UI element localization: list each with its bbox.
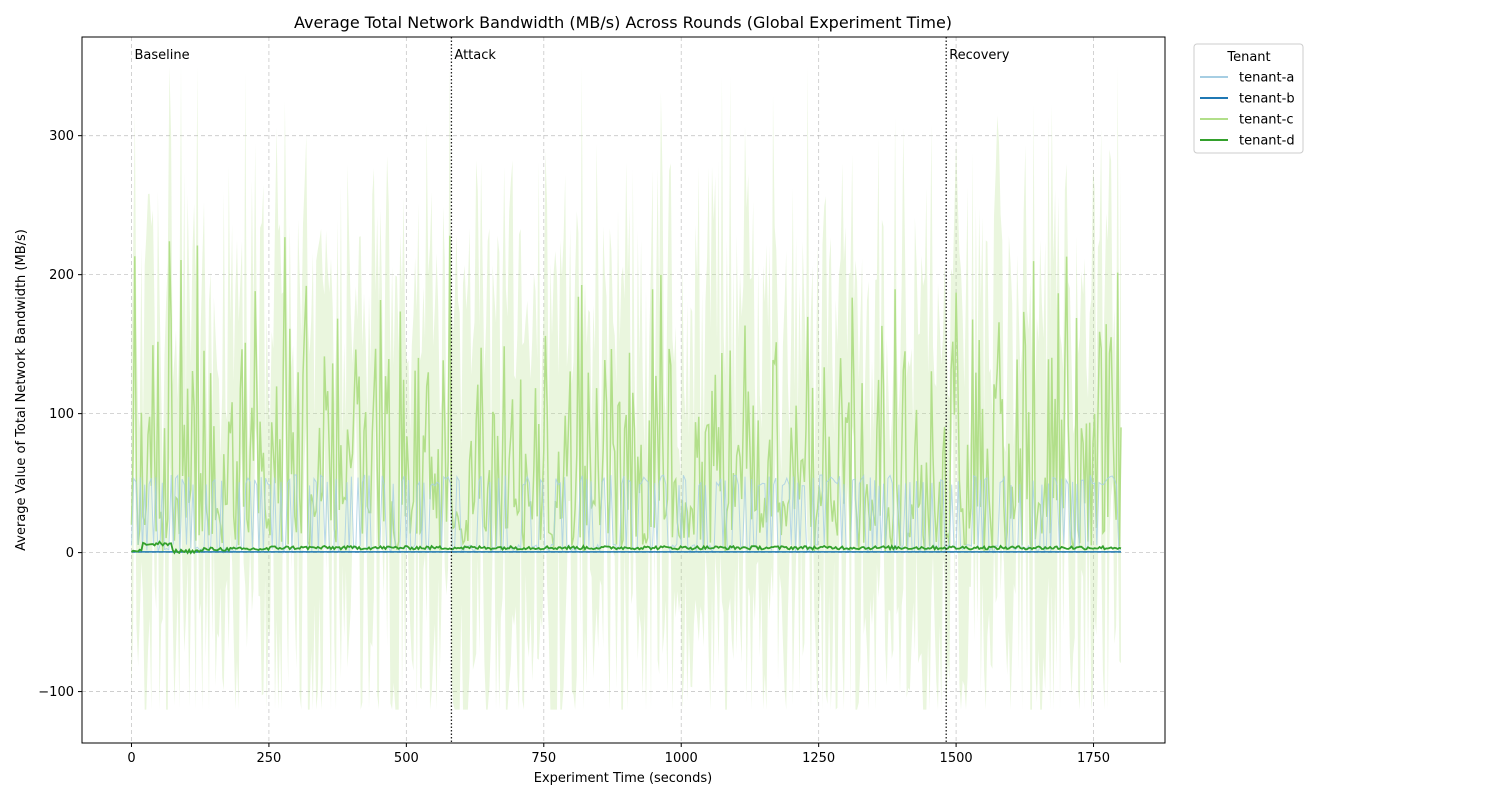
y-axis-ticks: −100 0 100 200 300 [38, 129, 82, 700]
x-tick-label: 1750 [1077, 751, 1110, 766]
x-tick-label: 750 [531, 751, 556, 766]
x-axis-label: Experiment Time (seconds) [534, 771, 712, 786]
legend-label-tenant-d: tenant-d [1239, 134, 1295, 149]
legend-box [1193, 43, 1304, 154]
y-tick-label: 300 [49, 129, 74, 144]
x-axis-ticks: 0 250 500 750 1000 1250 1500 1750 [127, 743, 1110, 766]
x-tick-label: 1250 [802, 751, 835, 766]
x-tick-label: 500 [394, 751, 419, 766]
legend-title: Tenant [1226, 50, 1270, 65]
x-tick-label: 1500 [940, 751, 973, 766]
x-tick-label: 250 [256, 751, 281, 766]
chart-title: Average Total Network Bandwidth (MB/s) A… [294, 13, 952, 32]
legend: Tenant tenant-a tenant-b tenant-c tenant-d [1193, 43, 1304, 154]
y-tick-label: 0 [66, 546, 74, 561]
series-line-tenant-d [130, 540, 1122, 555]
legend-label-tenant-b: tenant-b [1239, 92, 1295, 107]
y-axis-label: Average Value of Total Network Bandwidth… [14, 229, 29, 551]
x-tick-label: 1000 [665, 751, 698, 766]
legend-label-tenant-c: tenant-c [1239, 113, 1293, 128]
y-tick-label: 200 [49, 268, 74, 283]
series-lines [130, 235, 1122, 555]
phase-label-recovery: Recovery [949, 48, 1010, 63]
y-tick-label: 100 [49, 407, 74, 422]
phase-label-attack: Attack [454, 48, 496, 63]
y-tick-label: −100 [38, 685, 74, 700]
plot-frame [81, 36, 1166, 744]
series-line-tenant-c [130, 235, 1122, 553]
x-tick-label: 0 [127, 751, 135, 766]
phase-markers: Baseline Attack Recovery [134, 37, 1010, 743]
phase-label-baseline: Baseline [134, 48, 189, 63]
legend-label-tenant-a: tenant-a [1239, 71, 1294, 86]
